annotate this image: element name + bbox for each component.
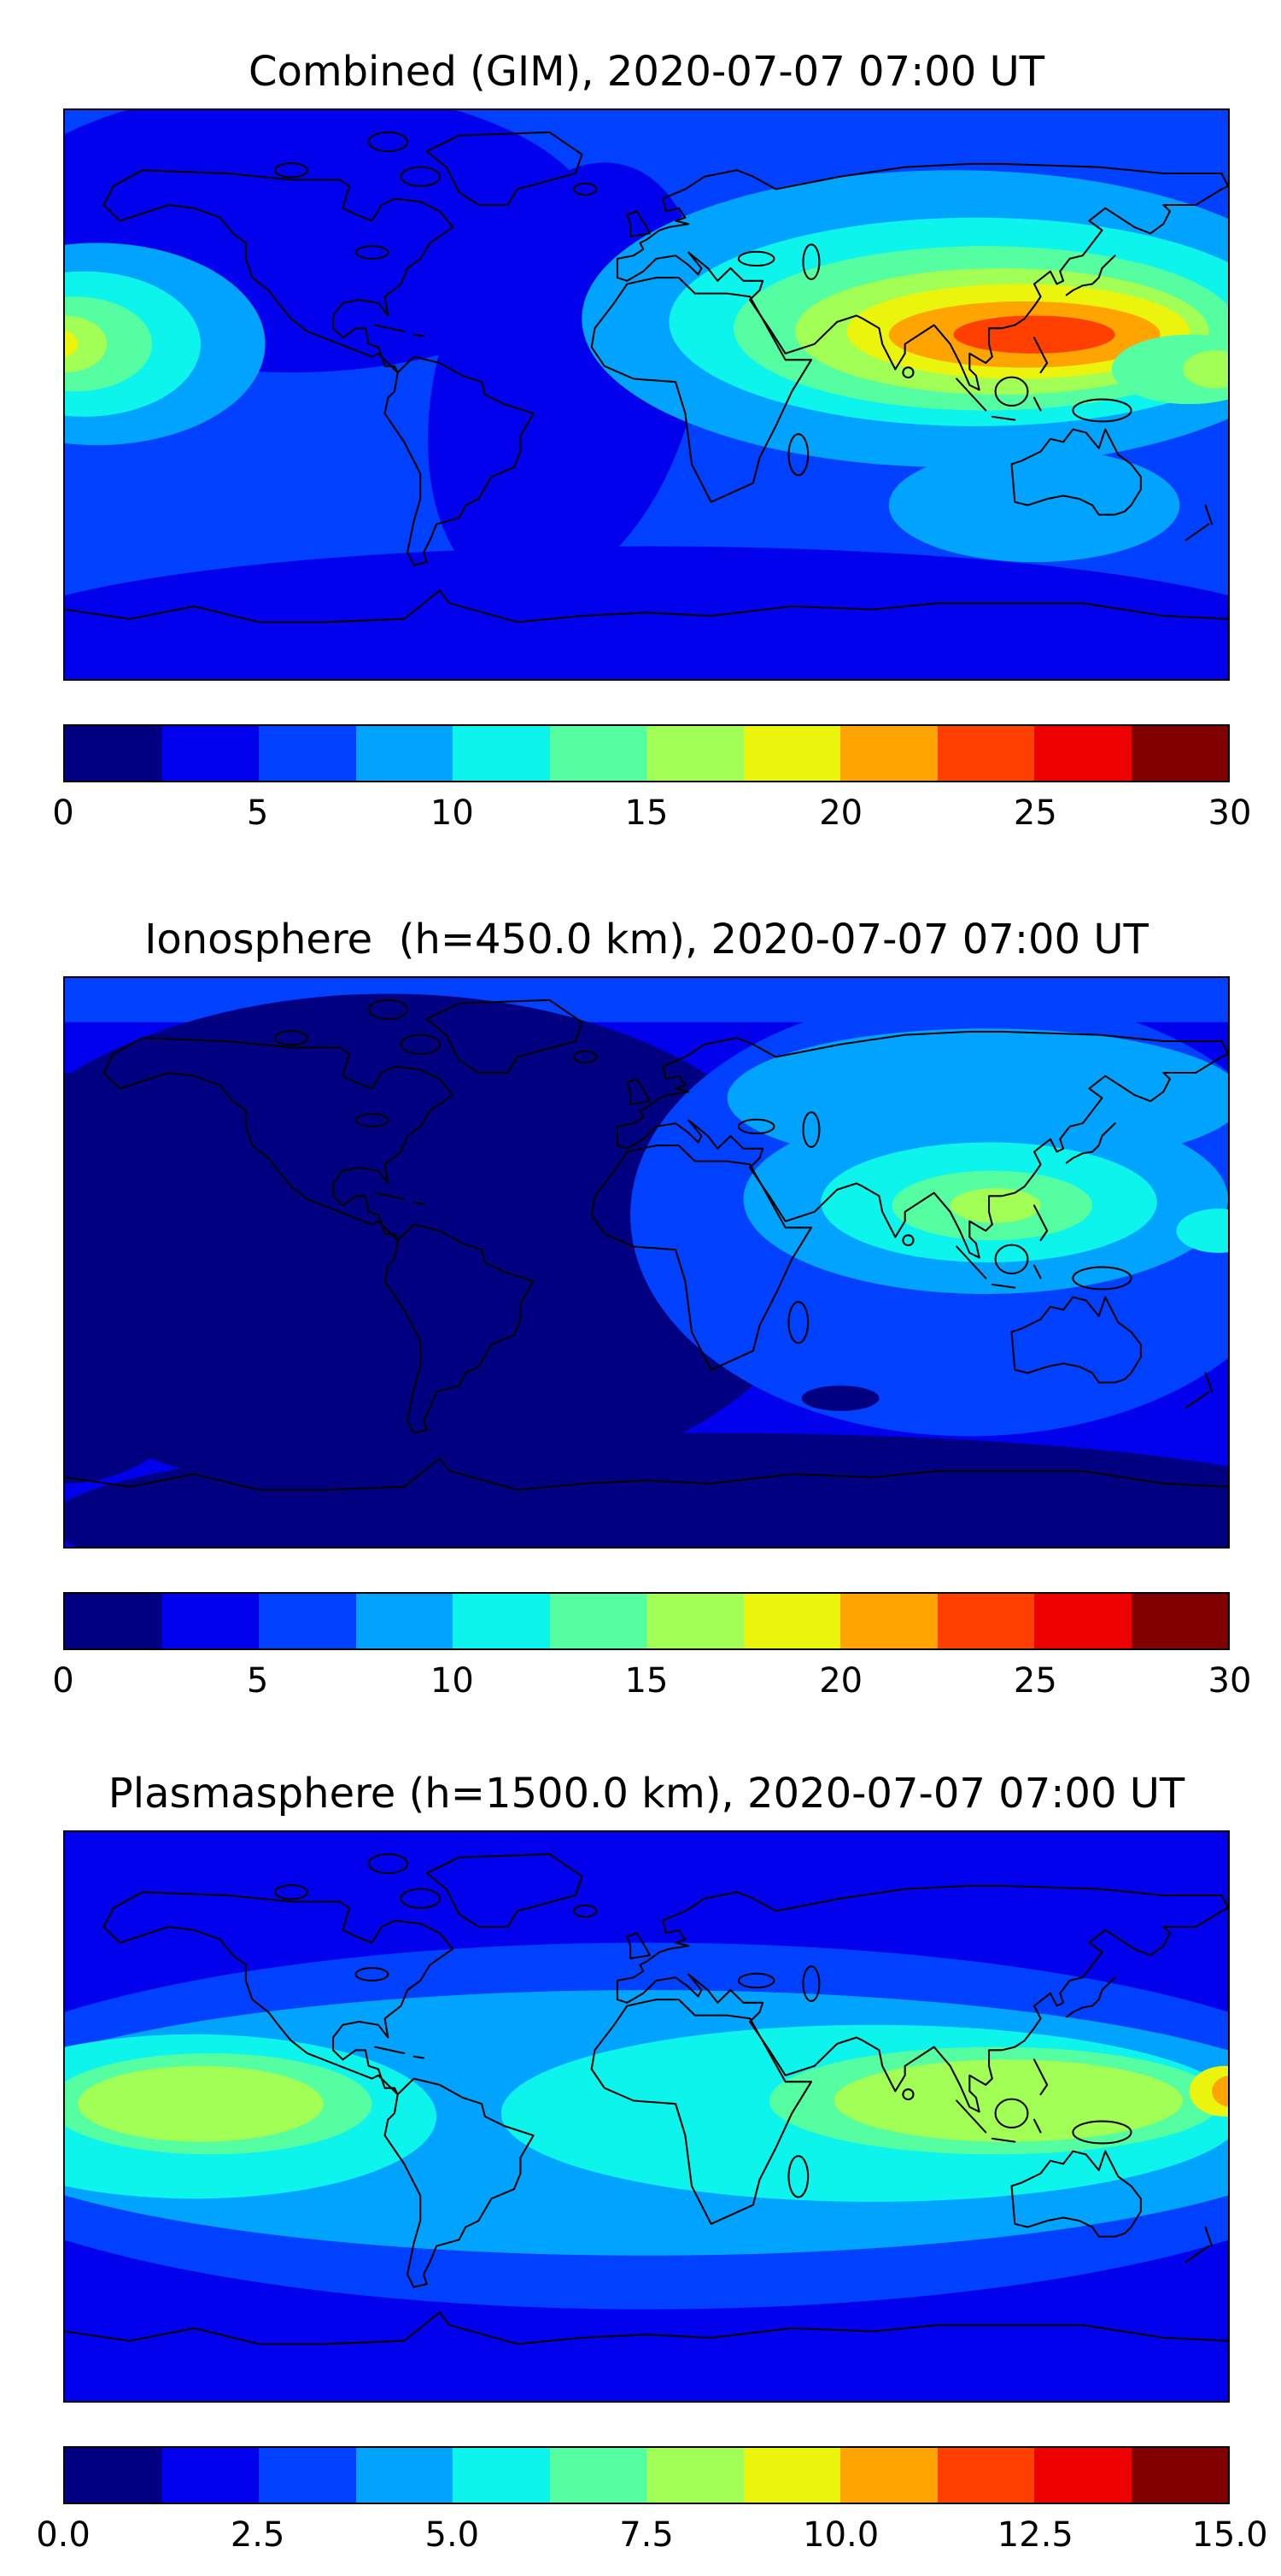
tec-field-ionosphere <box>65 978 1228 1547</box>
colorbar-segment <box>1034 726 1132 781</box>
map-plasmasphere-svg <box>65 1832 1228 2401</box>
panel-title-combined: Combined (GIM), 2020-07-07 07:00 UT <box>248 48 1045 96</box>
panel-title-plasmasphere: Plasmasphere (h=1500.0 km), 2020-07-07 0… <box>108 1770 1185 1818</box>
colorbar-segment <box>65 1594 162 1648</box>
map-plasmasphere <box>63 1830 1230 2403</box>
colorbar-tick-label: 30 <box>1208 793 1252 833</box>
colorbar-segment <box>646 2448 744 2503</box>
panel-title-ionosphere: Ionosphere (h=450.0 km), 2020-07-07 07:0… <box>144 916 1149 963</box>
colorbar-segment <box>743 2448 840 2503</box>
colorbar-ionosphere <box>63 1592 1230 1650</box>
colorbar-segment <box>65 2448 162 2503</box>
colorbar-segment <box>259 726 356 781</box>
colorbar-segment <box>355 726 453 781</box>
colorbar-plasmasphere <box>63 2446 1230 2504</box>
colorbar-segment <box>259 1594 356 1648</box>
colorbar-gradient <box>65 726 1228 781</box>
colorbar-segment <box>743 726 840 781</box>
colorbar-segment <box>453 726 550 781</box>
colorbar-ticks-plasmasphere: 0.0 2.5 5.0 7.5 10.0 12.5 15.0 <box>36 2515 1267 2556</box>
colorbar-segment <box>1034 1594 1132 1648</box>
colorbar-ticks-combined: 0 5 10 15 20 25 30 <box>52 793 1251 834</box>
colorbar-tick-label: 7.5 <box>619 2515 674 2555</box>
colorbar-segment <box>937 1594 1034 1648</box>
colorbar-tick-label: 2.5 <box>230 2515 285 2555</box>
colorbar-tick-label: 10 <box>430 793 474 833</box>
colorbar-tick-label: 15 <box>624 1661 669 1701</box>
colorbar-gradient <box>65 2448 1228 2503</box>
colorbar-combined <box>63 724 1230 782</box>
colorbar-tick-label: 20 <box>819 793 863 833</box>
colorbar-tick-label: 15 <box>624 793 669 833</box>
colorbar-ticks-ionosphere: 0 5 10 15 20 25 30 <box>52 1660 1251 1701</box>
colorbar-tick-label: 0 <box>52 793 74 833</box>
colorbar-segment <box>743 1594 840 1648</box>
panel-ionosphere: Ionosphere (h=450.0 km), 2020-07-07 07:0… <box>52 868 1251 1722</box>
map-combined-svg <box>65 110 1228 679</box>
colorbar-tick-label: 5 <box>246 1661 269 1701</box>
colorbar-tick-label: 25 <box>1013 1661 1057 1701</box>
colorbar-segment <box>840 1594 938 1648</box>
colorbar-segment <box>1131 2448 1228 2503</box>
colorbar-tick-label: 10 <box>430 1661 474 1701</box>
panel-combined: Combined (GIM), 2020-07-07 07:00 UT <box>52 0 1251 854</box>
colorbar-segment <box>65 726 162 781</box>
colorbar-segment <box>355 2448 453 2503</box>
colorbar-segment <box>1131 726 1228 781</box>
colorbar-tick-label: 0.0 <box>36 2515 91 2555</box>
colorbar-tick-label: 5.0 <box>424 2515 480 2555</box>
colorbar-segment <box>1034 2448 1132 2503</box>
map-combined <box>63 108 1230 681</box>
colorbar-segment <box>549 2448 646 2503</box>
colorbar-tick-label: 10.0 <box>803 2515 880 2555</box>
colorbar-segment <box>161 1594 259 1648</box>
colorbar-segment <box>549 726 646 781</box>
map-ionosphere-svg <box>65 978 1228 1547</box>
colorbar-tick-label: 20 <box>819 1661 863 1701</box>
colorbar-segment <box>161 726 259 781</box>
colorbar-tick-label: 0 <box>52 1661 74 1701</box>
colorbar-tick-label: 15.0 <box>1191 2515 1268 2555</box>
colorbar-segment <box>937 726 1034 781</box>
colorbar-segment <box>840 2448 938 2503</box>
colorbar-segment <box>1131 1594 1228 1648</box>
map-ionosphere <box>63 976 1230 1549</box>
colorbar-gradient <box>65 1594 1228 1648</box>
colorbar-segment <box>453 2448 550 2503</box>
colorbar-segment <box>646 726 744 781</box>
colorbar-segment <box>646 1594 744 1648</box>
colorbar-segment <box>355 1594 453 1648</box>
colorbar-segment <box>549 1594 646 1648</box>
tec-field-plasmasphere <box>65 1832 1228 2401</box>
colorbar-segment <box>840 726 938 781</box>
colorbar-segment <box>259 2448 356 2503</box>
colorbar-segment <box>453 1594 550 1648</box>
colorbar-tick-label: 25 <box>1013 793 1057 833</box>
tec-field-combined <box>65 110 1228 679</box>
colorbar-segment <box>161 2448 259 2503</box>
colorbar-tick-label: 12.5 <box>997 2515 1073 2555</box>
panel-plasmasphere: Plasmasphere (h=1500.0 km), 2020-07-07 0… <box>36 1722 1267 2576</box>
colorbar-segment <box>937 2448 1034 2503</box>
colorbar-tick-label: 30 <box>1208 1661 1252 1701</box>
colorbar-tick-label: 5 <box>246 793 269 833</box>
